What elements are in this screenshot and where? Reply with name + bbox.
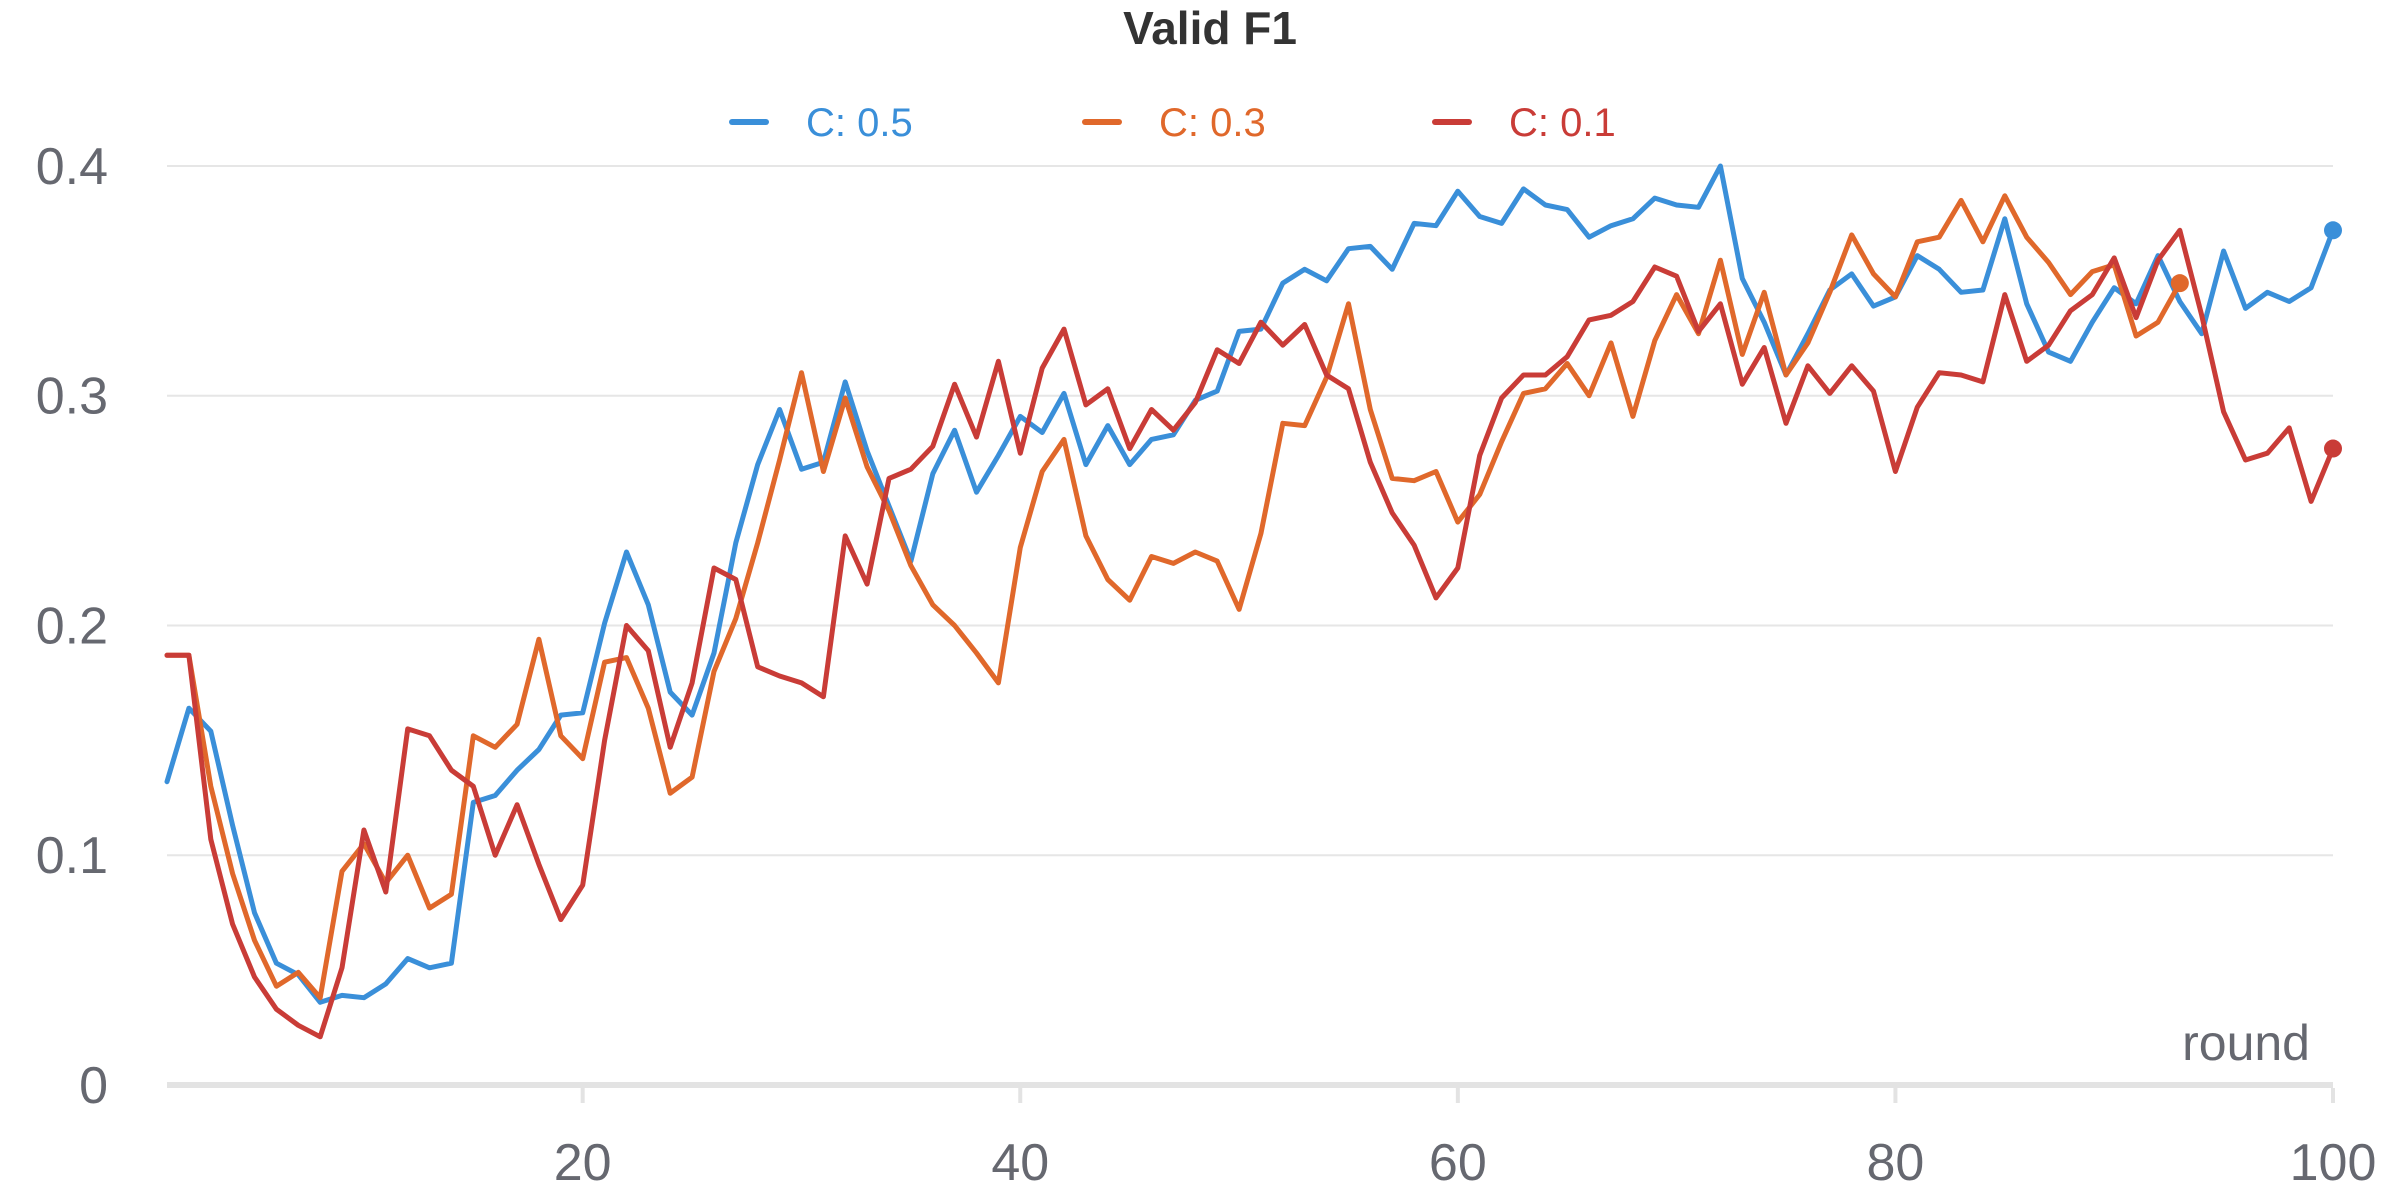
series-line <box>164 163 2336 1005</box>
series-endpoint-marker <box>2324 221 2342 240</box>
series-line <box>164 227 2336 1040</box>
legend-label: C: 0.1 <box>1509 101 1616 145</box>
series-endpoints <box>2170 221 2342 458</box>
x-tick-label: 80 <box>1867 1134 1925 1192</box>
series-endpoint-marker <box>2170 274 2189 293</box>
series-line <box>164 193 2183 1001</box>
x-tick-label: 20 <box>554 1134 612 1192</box>
y-axis: 0 0.1 0.2 0.3 0.4 <box>36 138 108 1115</box>
x-tick-label: 40 <box>991 1134 1049 1192</box>
y-tick-label: 0.2 <box>36 597 108 655</box>
x-axis: 20 40 60 80 100 <box>554 1088 2377 1192</box>
legend: C: 0.5 C: 0.3 C: 0.1 <box>729 101 1616 145</box>
series-endpoint-marker <box>2324 439 2342 458</box>
legend-label: C: 0.3 <box>1159 101 1266 145</box>
y-tick-label: 0.3 <box>36 368 108 426</box>
x-tick-label: 60 <box>1429 1134 1487 1192</box>
x-axis-label: round <box>2182 1015 2310 1071</box>
legend-label: C: 0.5 <box>806 101 913 145</box>
chart-title: Valid F1 <box>1123 2 1297 54</box>
gridlines <box>167 164 2333 1088</box>
y-tick-label: 0.1 <box>36 827 108 885</box>
y-tick-label: 0.4 <box>36 138 108 196</box>
x-tick-label: 100 <box>2290 1134 2377 1192</box>
series-group <box>164 163 2336 1040</box>
y-tick-label: 0 <box>79 1057 108 1115</box>
